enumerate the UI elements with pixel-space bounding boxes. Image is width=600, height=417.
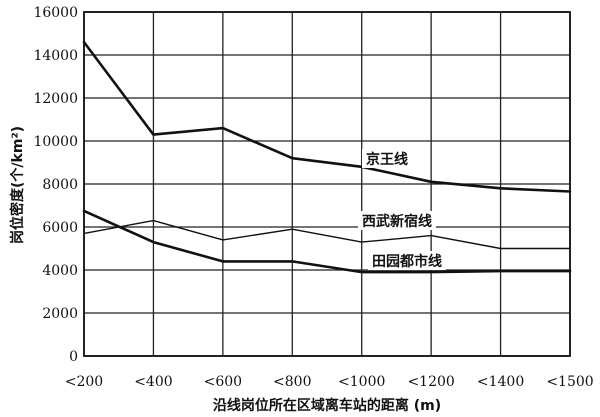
y-tick-label: 12000 <box>33 91 78 107</box>
x-axis-title: 沿线岗位所在区域离车站的距离 (m) <box>213 397 441 414</box>
y-tick-label: 8000 <box>42 177 78 193</box>
x-tick-label: <800 <box>273 374 311 390</box>
x-tick-label: <400 <box>134 374 172 390</box>
x-tick-label: <600 <box>204 374 242 390</box>
y-tick-label: 4000 <box>42 263 78 279</box>
y-tick-label: 2000 <box>42 306 78 322</box>
series-label-bg <box>362 149 412 168</box>
x-tick-label: <1000 <box>338 374 385 390</box>
series-line <box>82 40 572 193</box>
series-label: 田园都市线 <box>372 253 442 270</box>
y-tick-label: 0 <box>69 349 78 365</box>
y-tick-label: 16000 <box>33 5 78 21</box>
series-lines <box>82 40 572 274</box>
y-tick-label: 14000 <box>33 48 78 64</box>
series-line <box>82 209 572 274</box>
series-label-bg <box>368 251 446 270</box>
series-label: 西武新宿线 <box>362 213 432 230</box>
x-tick-label: <1200 <box>407 374 454 390</box>
gridlines <box>83 11 571 357</box>
series-label: 京王线 <box>366 151 408 168</box>
x-tick-label: <1500 <box>546 374 593 390</box>
x-tick-label: <200 <box>65 374 103 390</box>
y-tick-label: 6000 <box>42 220 78 236</box>
y-axis-title: 岗位密度(个/km²) <box>9 126 26 244</box>
x-tick-labels: <200 <400 <600 <800 <1000 <1200 <1400 <1500 <box>65 374 594 390</box>
x-tick-label: <1400 <box>477 374 524 390</box>
y-tick-label: 10000 <box>33 134 78 150</box>
series-label-bg <box>358 211 436 230</box>
series-line <box>83 219 571 250</box>
y-tick-labels: 0 2000 4000 6000 8000 10000 12000 14000 16000 <box>33 5 78 365</box>
plot-frame <box>83 11 571 357</box>
